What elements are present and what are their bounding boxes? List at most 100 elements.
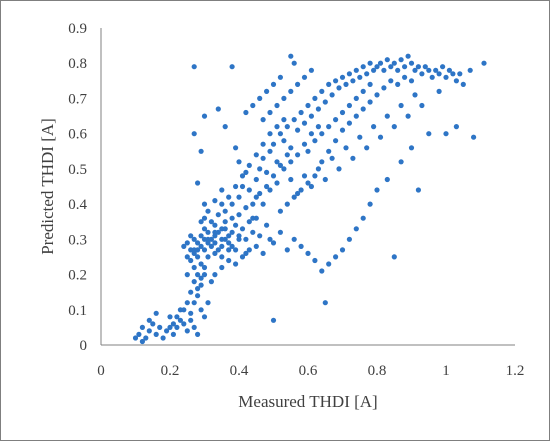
data-point <box>374 92 380 98</box>
data-point <box>298 243 304 249</box>
data-point <box>312 95 318 101</box>
data-point <box>267 236 273 242</box>
data-point <box>215 106 221 112</box>
data-point <box>391 124 397 130</box>
data-point <box>343 81 349 87</box>
data-point <box>233 222 239 228</box>
data-point <box>212 240 218 246</box>
data-point <box>277 131 283 137</box>
data-point <box>260 117 266 123</box>
data-point <box>153 331 159 337</box>
data-point <box>198 307 204 313</box>
data-point <box>277 208 283 214</box>
data-point <box>184 300 190 306</box>
data-point <box>253 176 259 183</box>
data-point <box>384 113 390 119</box>
data-point <box>257 95 263 101</box>
data-point <box>333 117 339 123</box>
data-point <box>212 222 218 228</box>
data-point <box>408 78 415 84</box>
data-point <box>198 219 204 225</box>
data-point <box>312 138 318 144</box>
data-point <box>308 131 314 137</box>
data-point <box>305 180 311 186</box>
data-point <box>132 335 139 341</box>
data-point <box>208 279 214 285</box>
data-point <box>257 190 263 197</box>
data-point <box>219 254 225 260</box>
y-tick-label: 0.5 <box>68 162 87 178</box>
y-tick-label: 0.4 <box>68 197 87 213</box>
data-point <box>315 124 321 130</box>
data-point <box>191 324 197 330</box>
x-tick-label: 0.8 <box>368 363 387 379</box>
data-point <box>257 233 263 239</box>
x-tick-label: 0.6 <box>299 363 318 379</box>
data-point <box>215 212 221 218</box>
data-point <box>312 173 318 179</box>
data-point <box>408 60 415 66</box>
data-point <box>326 124 332 130</box>
data-point <box>198 261 204 267</box>
data-point <box>201 247 208 253</box>
data-point <box>360 64 366 70</box>
data-point <box>219 226 225 232</box>
data-point <box>281 138 287 144</box>
data-point <box>153 310 159 316</box>
data-point <box>195 240 201 246</box>
data-point <box>246 162 252 168</box>
data-point <box>326 261 332 267</box>
data-point <box>319 88 325 94</box>
data-point <box>226 233 232 239</box>
data-point <box>201 314 208 320</box>
data-point <box>322 300 328 306</box>
data-point <box>267 187 273 193</box>
data-point <box>212 250 218 256</box>
data-point <box>433 67 439 73</box>
data-point <box>333 78 339 84</box>
data-point <box>301 173 308 179</box>
data-point <box>243 109 249 116</box>
data-point <box>195 247 201 253</box>
data-point <box>440 64 446 70</box>
data-point <box>346 120 352 126</box>
data-point <box>195 180 201 186</box>
data-point <box>236 212 242 218</box>
data-point <box>381 67 387 73</box>
data-point <box>205 229 211 235</box>
data-point <box>315 106 321 112</box>
data-point <box>284 124 290 130</box>
data-point <box>177 317 183 323</box>
data-point <box>219 187 225 193</box>
data-point <box>270 173 277 179</box>
y-tick-label: 0.1 <box>68 303 87 319</box>
data-point <box>246 187 252 193</box>
y-tick-label: 0.8 <box>68 56 87 72</box>
data-point <box>191 131 197 137</box>
data-point <box>243 236 249 242</box>
data-point <box>419 102 425 109</box>
data-point <box>374 187 380 193</box>
data-point <box>188 317 194 323</box>
data-point <box>350 155 356 161</box>
data-point <box>333 138 339 144</box>
data-point <box>364 145 370 151</box>
data-point <box>160 335 166 341</box>
data-point <box>188 233 194 239</box>
data-point <box>360 106 366 112</box>
data-point <box>146 328 152 334</box>
data-point <box>460 81 466 87</box>
y-tick-label: 0.7 <box>68 91 87 107</box>
data-point <box>174 314 180 320</box>
data-point <box>264 169 270 175</box>
data-point <box>288 88 294 94</box>
y-tick-label: 0 <box>80 338 88 354</box>
data-point <box>219 243 225 249</box>
data-point <box>450 71 456 77</box>
data-point <box>270 141 277 147</box>
data-point <box>205 300 211 306</box>
y-tick-label: 0.6 <box>68 127 87 143</box>
data-point <box>426 131 432 137</box>
data-point <box>181 243 187 249</box>
